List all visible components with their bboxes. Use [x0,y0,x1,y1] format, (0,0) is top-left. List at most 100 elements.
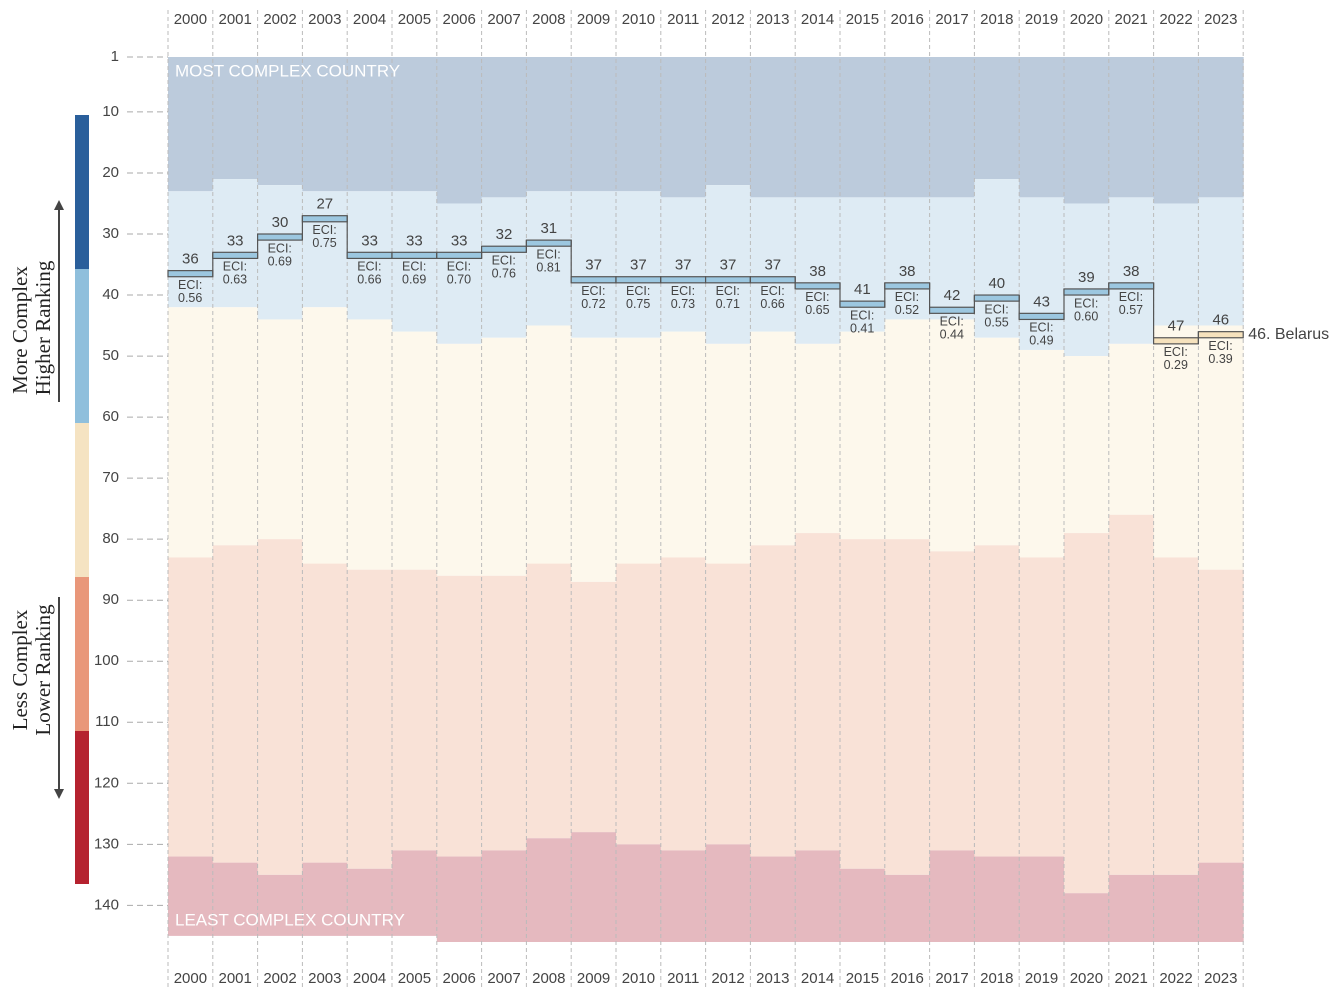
x-tick-label: 2019 [1025,970,1058,987]
band-label: MOST COMPLEX COUNTRY [175,61,400,80]
x-tick-label: 2003 [308,970,341,987]
eci-label: 0.75 [312,236,336,250]
band [705,57,751,186]
rank-marker [1018,312,1065,321]
rank-label: 27 [316,196,333,213]
end-label: 46. Belarus [1248,326,1329,343]
eci-prefix: ECI: [536,248,560,262]
x-tick-label: 2000 [174,970,207,987]
x-tick-label: 2012 [711,970,744,987]
x-tick-label: 2019 [1025,11,1058,28]
band [526,325,572,564]
eci-prefix: ECI: [357,260,381,274]
band [616,563,662,845]
band [616,57,662,192]
band [257,319,303,540]
band [840,868,886,942]
x-tick-label: 2004 [353,970,386,987]
y-tick-label: 140 [94,896,119,913]
rank-marker [1152,337,1199,345]
eci-label: 0.70 [447,273,471,287]
band [884,57,931,198]
eci-label: 0.56 [178,291,202,305]
band [212,179,259,308]
x-tick-label: 2000 [174,11,207,28]
x-tick-label: 2006 [443,970,476,987]
band [481,197,527,338]
band [1108,874,1155,942]
legend-bar: More Complex Higher Ranking Less Complex… [8,115,89,884]
legend-segment [75,577,89,731]
band [481,57,527,198]
band [840,331,886,540]
rank-marker [257,233,304,241]
band [974,179,1020,338]
band [929,319,975,552]
band [1198,57,1244,198]
y-tick-label: 40 [102,286,119,303]
eci-prefix: ECI: [312,223,336,237]
eci-label: 0.75 [626,297,650,311]
y-tick-label: 120 [94,774,119,791]
band [168,191,214,308]
band [302,191,348,308]
band [1019,57,1065,198]
y-tick-label: 90 [102,591,119,608]
band [750,545,796,857]
band [571,191,617,338]
band [1019,856,1065,942]
band [302,57,348,192]
band [616,844,662,942]
band [571,581,617,833]
band [212,862,259,936]
x-tick-label: 2011 [667,970,699,987]
eci-prefix: ECI: [760,284,784,298]
x-tick-label: 2012 [711,11,744,28]
rank-marker [660,276,707,284]
x-tick-label: 2007 [487,11,520,28]
band [795,197,841,344]
eci-prefix: ECI: [1119,290,1143,304]
band [750,856,796,942]
band [168,307,214,558]
x-tick-label: 2014 [801,970,834,987]
eci-prefix: ECI: [895,290,919,304]
x-tick-label: 2008 [532,11,565,28]
band [1108,343,1155,515]
band [302,307,348,564]
eci-label: 0.71 [716,297,740,311]
x-tick-label: 2021 [1115,970,1148,987]
eci-label: 0.63 [223,273,247,287]
y-tick-label: 80 [102,530,119,547]
rank-marker [212,251,259,260]
rank-marker [1108,282,1155,290]
x-tick-label: 2005 [398,11,431,28]
eci-prefix: ECI: [984,302,1008,316]
x-tick-label: 2007 [487,970,520,987]
band [1153,203,1199,326]
x-tick-label: 2013 [756,970,789,987]
band [795,343,841,534]
x-tick-label: 2010 [622,970,655,987]
band [347,57,393,192]
band [1019,349,1065,558]
eci-label: 0.41 [850,322,874,336]
band [884,197,931,320]
rank-label: 36 [182,251,199,268]
x-tick-label: 2003 [308,11,341,28]
band [168,57,214,192]
x-tick-label: 2006 [443,11,476,28]
eci-prefix: ECI: [492,254,516,268]
rank-label: 41 [854,281,871,298]
band [840,57,886,198]
rank-label: 37 [585,257,602,274]
rank-marker [839,300,886,308]
band [660,197,707,332]
band [1108,57,1155,198]
band [660,57,707,198]
rank-marker [391,251,438,260]
band [168,856,214,936]
band [795,850,841,942]
rank-marker [749,276,796,284]
eci-label: 0.66 [760,297,784,311]
